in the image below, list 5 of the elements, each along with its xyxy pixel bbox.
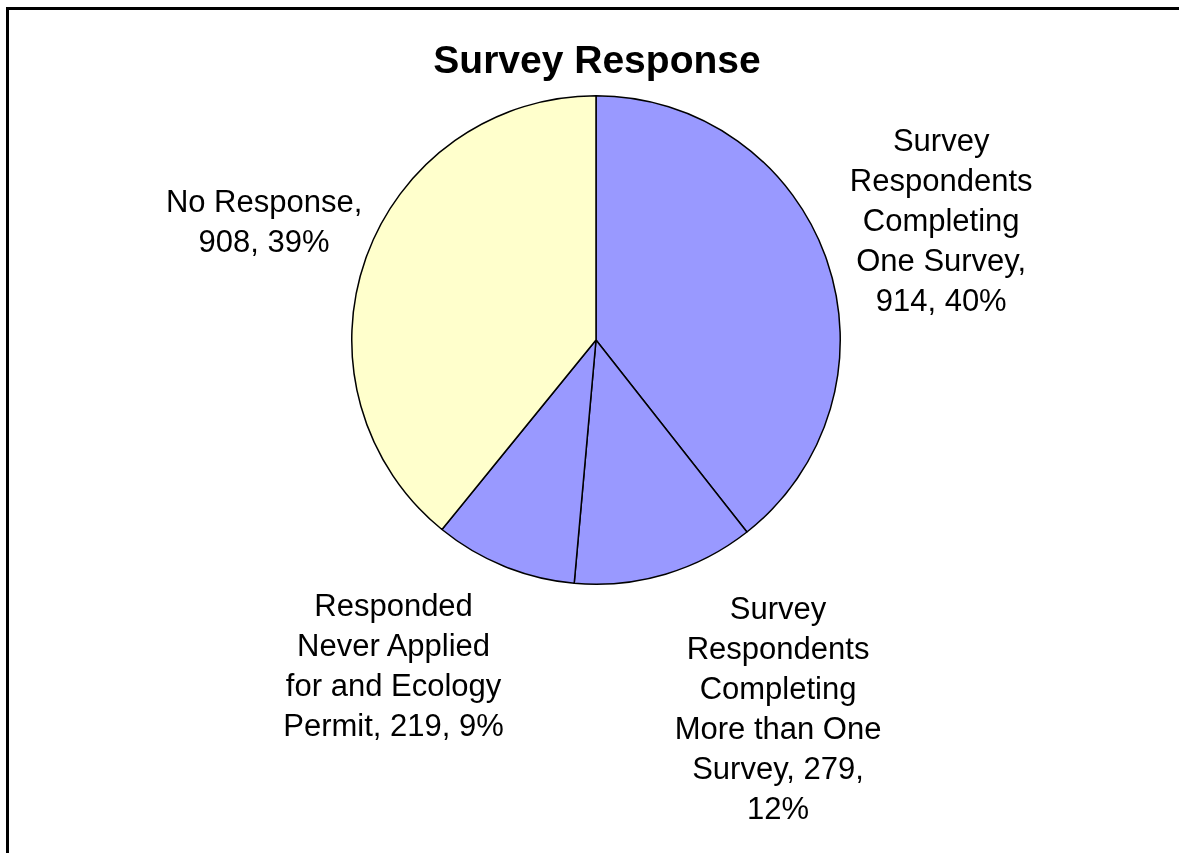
slice-label: Responded Never Applied for and Ecology Permit, 219, 9% (282, 586, 505, 745)
slice-label: No Response, 908, 39% (164, 183, 364, 262)
slice-label: Survey Respondents Completing More than One Survey, 279, 12% (673, 589, 883, 828)
chart-title: Survey Response (433, 37, 761, 81)
slice-label: Survey Respondents Completing One Survey, 914, 40% (848, 121, 1034, 320)
